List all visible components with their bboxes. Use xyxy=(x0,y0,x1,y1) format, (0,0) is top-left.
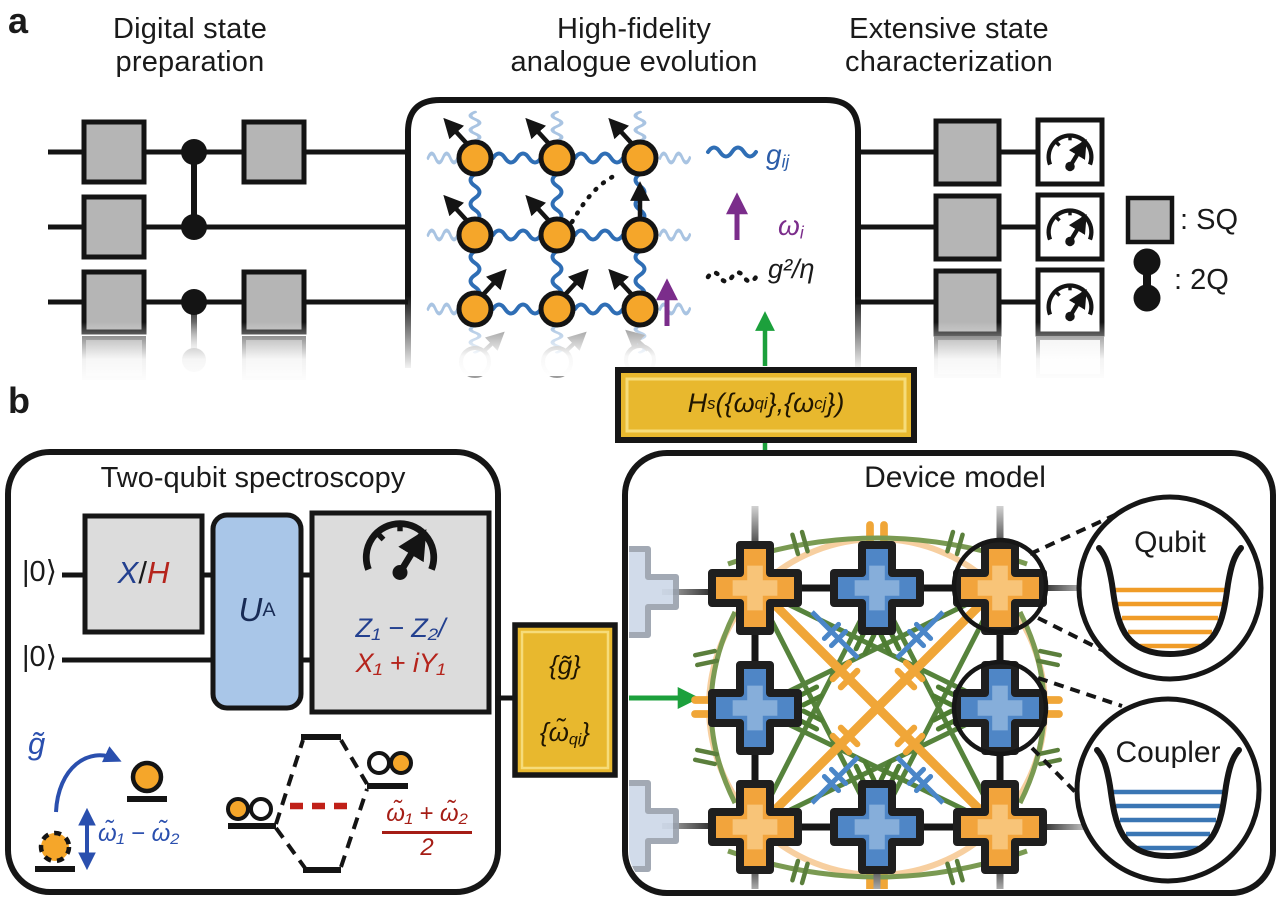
sq-legend-label: : SQ xyxy=(1180,204,1239,236)
omega-set-label: {ω̃qi} xyxy=(539,716,591,749)
ua-gate-box xyxy=(210,512,304,711)
omega-set-close: } xyxy=(581,716,591,747)
coupling-symbol: g xyxy=(766,139,782,170)
dispersive-legend-label: g²/η xyxy=(768,254,815,284)
transfer-box-graphics xyxy=(496,622,618,778)
frequency-sub: i xyxy=(799,222,804,243)
hamiltonian-open: ({ xyxy=(715,388,734,419)
qubit-circles xyxy=(456,139,659,328)
coupler-inset-label: Coupler xyxy=(1115,736,1221,769)
mean-frequency-fraction: ω̃₁ + ω̃₂ 2 xyxy=(360,800,494,861)
xh-gate-box xyxy=(82,513,205,635)
hamiltonian-omega-c: ω xyxy=(793,388,815,419)
unitary-sub: A xyxy=(262,598,276,621)
hamiltonian-box-graphics xyxy=(615,311,917,452)
qubit-potential-inset xyxy=(1076,494,1264,682)
spectroscopy-box-graphics xyxy=(5,449,501,895)
qubit-highlight-circle xyxy=(951,537,1049,635)
twoq-legend-label: : 2Q xyxy=(1174,264,1229,296)
characterization-title-line1: Extensive state xyxy=(849,12,1049,45)
hamiltonian-sep: },{ xyxy=(767,388,794,419)
evolution-title-line1: High-fidelity xyxy=(556,12,712,45)
evolution-legend-graphics xyxy=(705,145,759,284)
nnn-coupling-dashed xyxy=(569,170,623,225)
measurement-box xyxy=(309,510,492,715)
gate-slash: / xyxy=(138,555,147,591)
evolution-title-line2: analogue evolution xyxy=(510,46,758,78)
evolution-title: High-fidelity analogue evolution xyxy=(478,10,790,82)
hamiltonian-h-sub: s xyxy=(707,394,716,414)
g-set-label: {g̃} xyxy=(549,650,581,681)
omega-set-sub: qi xyxy=(568,730,582,749)
spectroscopy-title: Two-qubit spectroscopy xyxy=(100,462,406,495)
panel-a-label: a xyxy=(8,0,29,41)
measurement-label: Z₁ − Z₂/ X₁ + iY₁ xyxy=(314,590,487,702)
hamiltonian-omega-q-sub: qi xyxy=(754,394,768,414)
detuning-label: ω̃₁ − ω̃₂ xyxy=(98,820,180,847)
g-tilde-label: g̃ xyxy=(28,726,46,761)
characterization-title-line2: characterization xyxy=(845,46,1053,78)
coupler-highlight-circle xyxy=(951,659,1049,757)
measurement-line1: Z₁ − Z₂/ xyxy=(355,612,446,643)
hamiltonian-omega-c-sub: cj xyxy=(814,394,827,414)
measurement-line2: X₁ + iY₁ xyxy=(355,648,446,678)
two-qubit-gate-icon xyxy=(1133,248,1161,312)
prep-title-line1: Digital state xyxy=(112,12,268,45)
transfer-labels: {g̃} {ω̃qi} xyxy=(515,625,615,775)
state-preparation-circuit xyxy=(38,119,408,384)
mean-numerator: ω̃₁ + ω̃₂ xyxy=(382,800,472,834)
gate-x: X xyxy=(117,555,139,591)
coupling-sub: ij xyxy=(781,151,790,172)
hamiltonian-close: }) xyxy=(826,388,845,419)
hamiltonian-h: H xyxy=(687,388,708,419)
hopping-diagram xyxy=(35,746,167,872)
unitary-symbol: U xyxy=(238,591,263,629)
panel-b-label: b xyxy=(8,380,30,421)
prep-title-line2: preparation xyxy=(115,46,265,78)
coupler-potential-inset xyxy=(1074,696,1262,884)
sq-gate-icon xyxy=(1125,195,1175,245)
hamiltonian-omega-q: ω xyxy=(733,388,755,419)
device-model-title: Device model xyxy=(864,460,1046,494)
mean-denominator: 2 xyxy=(420,833,434,861)
ket-zero-bottom: |0⟩ xyxy=(22,641,57,673)
ket-zero-top: |0⟩ xyxy=(22,556,57,588)
omega-set-open: {ω̃ xyxy=(539,716,569,747)
characterization-title: Extensive state characterization xyxy=(793,10,1105,82)
qubit-inset-label: Qubit xyxy=(1134,526,1206,559)
gate-h: H xyxy=(146,555,170,591)
device-model-graphics xyxy=(622,450,1276,896)
coupling-legend-label: gij xyxy=(766,139,789,173)
xh-gate-label: X / H xyxy=(85,516,202,630)
frequency-symbol: ω xyxy=(778,210,800,241)
characterization-circuit xyxy=(856,117,1138,384)
frequency-legend-label: ωi xyxy=(778,210,804,244)
prep-title: Digital state preparation xyxy=(40,10,340,82)
analogue-evolution-box xyxy=(405,97,861,378)
gate-legend-graphics xyxy=(1125,195,1175,312)
level-diagram xyxy=(226,734,413,873)
